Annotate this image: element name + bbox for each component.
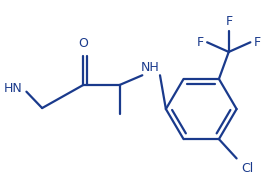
Text: F: F [226,15,233,28]
Text: F: F [253,36,261,49]
Text: F: F [197,36,204,49]
Text: HN: HN [4,82,22,95]
Text: Cl: Cl [242,162,254,175]
Text: O: O [79,37,88,50]
Text: NH: NH [141,61,160,74]
